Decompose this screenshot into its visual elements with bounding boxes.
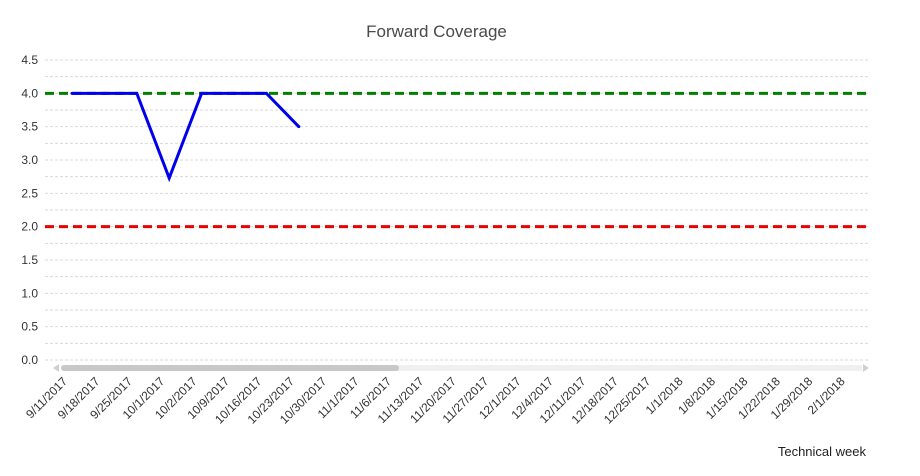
data-point <box>135 91 139 95</box>
y-tick-label: 3.5 <box>21 120 38 134</box>
scroll-left-icon <box>53 364 59 372</box>
data-point <box>200 91 204 95</box>
data-point <box>167 176 171 180</box>
x-axis-title: Technical week <box>777 444 866 459</box>
y-tick-label: 1.5 <box>21 253 38 267</box>
y-tick-label: 2.0 <box>21 220 38 234</box>
y-tick-label: 0.0 <box>21 353 38 367</box>
y-tick-label: 4.5 <box>21 53 38 67</box>
y-tick-label: 0.5 <box>21 320 38 334</box>
data-point <box>264 91 268 95</box>
y-tick-label: 2.5 <box>21 186 38 200</box>
data-point <box>102 91 106 95</box>
y-tick-label: 4.0 <box>21 86 38 100</box>
series-line <box>72 91 300 183</box>
data-point <box>297 125 301 129</box>
data-point <box>232 91 236 95</box>
chart-title: Forward Coverage <box>366 22 507 41</box>
data-point <box>70 91 74 95</box>
y-tick-label: 1.0 <box>21 286 38 300</box>
y-tick-label: 3.0 <box>21 153 38 167</box>
scroll-right-icon <box>863 364 869 372</box>
